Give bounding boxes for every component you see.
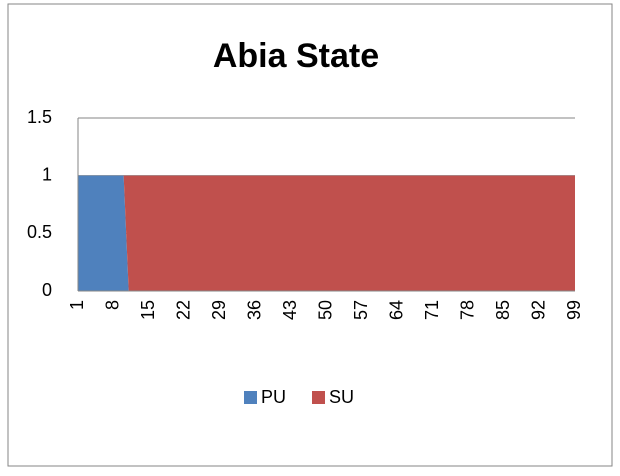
legend-label: SU xyxy=(329,387,354,407)
x-tick-label: 92 xyxy=(528,300,548,320)
y-tick-label: 1 xyxy=(42,164,52,184)
chart-title: Abia State xyxy=(213,37,379,75)
x-tick-label: 78 xyxy=(457,300,477,320)
x-tick-label: 43 xyxy=(280,300,300,320)
legend-swatch xyxy=(244,391,257,404)
x-tick-label: 50 xyxy=(315,300,335,320)
legend-label: PU xyxy=(261,387,286,407)
x-tick-label: 57 xyxy=(351,300,371,320)
x-tick-label: 85 xyxy=(493,300,513,320)
x-tick-label: 64 xyxy=(386,300,406,320)
x-tick-label: 1 xyxy=(67,300,87,310)
x-tick-label: 71 xyxy=(422,300,442,320)
area xyxy=(78,175,575,291)
x-tick-label: 36 xyxy=(244,300,264,320)
y-tick-label: 1.5 xyxy=(27,107,52,127)
x-tick-label: 99 xyxy=(564,300,584,320)
legend-swatch xyxy=(312,391,325,404)
x-tick-label: 29 xyxy=(209,300,229,320)
x-tick-label: 8 xyxy=(102,300,122,310)
area xyxy=(78,175,575,291)
x-tick-label: 15 xyxy=(138,300,158,320)
x-tick-label: 22 xyxy=(173,300,193,320)
y-tick-label: 0.5 xyxy=(27,222,52,242)
y-tick-label: 0 xyxy=(42,280,52,300)
